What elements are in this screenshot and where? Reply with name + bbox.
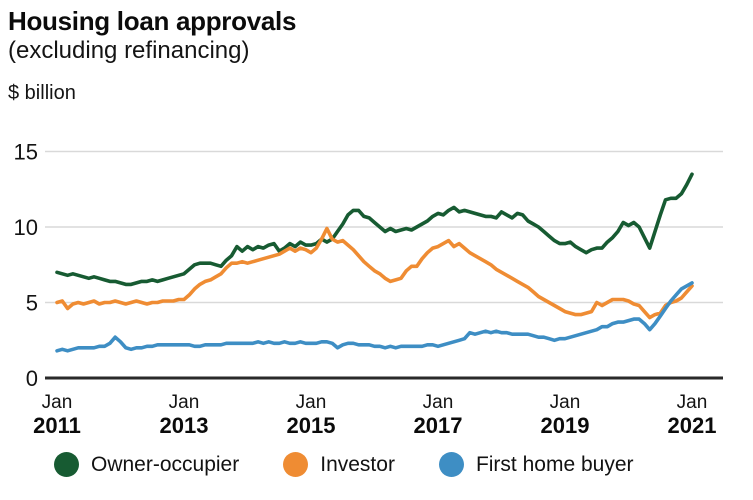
legend-label: Investor [320, 452, 395, 476]
x-tick-label-year: 2017 [414, 413, 463, 438]
first-home-buyer-dot-icon [438, 452, 464, 477]
legend-label: Owner-occupier [91, 452, 240, 476]
x-tick-label-month: Jan [550, 392, 581, 413]
chart-subtitle: (excluding refinancing) [8, 37, 250, 65]
chart-plot-area: 051015Jan2011Jan2013Jan2015Jan2017Jan201… [14, 140, 723, 438]
x-tick-label-month: Jan [677, 392, 708, 413]
x-tick-label-month: Jan [42, 392, 73, 413]
series-line-investor [55, 226, 694, 320]
x-tick-label-year: 2011 [33, 413, 81, 438]
x-tick-label-year: 2019 [541, 413, 590, 438]
chart-title: Housing loan approvals [8, 6, 297, 36]
legend-item-investor: Investor [283, 452, 395, 477]
y-tick-label: 10 [14, 215, 38, 240]
y-tick-label: 5 [26, 291, 38, 316]
x-tick-label-month: Jan [296, 392, 327, 413]
x-tick-label-month: Jan [423, 392, 454, 413]
x-tick-label-month: Jan [169, 392, 200, 413]
owner-occupier-dot-icon [54, 452, 79, 477]
legend-item-first-home-buyer: First home buyer [438, 452, 634, 477]
legend-item-owner-occupier: Owner-occupier [54, 452, 239, 477]
chart-header: Housing loan approvals (excluding refina… [8, 6, 296, 105]
x-tick-label-year: 2013 [160, 413, 209, 438]
investor-dot-icon [283, 452, 309, 477]
x-tick-label-year: 2021 [668, 413, 717, 438]
chart-legend: Owner-occupier Investor First home buyer [54, 452, 634, 477]
y-tick-label: 15 [14, 140, 38, 165]
series-line-owner-occupier [55, 172, 694, 287]
series-line-first-home-buyer [55, 281, 694, 353]
y-tick-label: 0 [26, 366, 38, 391]
y-axis-unit-label: $ billion [8, 81, 76, 104]
legend-label: First home buyer [475, 452, 634, 476]
x-tick-label-year: 2015 [287, 413, 336, 438]
